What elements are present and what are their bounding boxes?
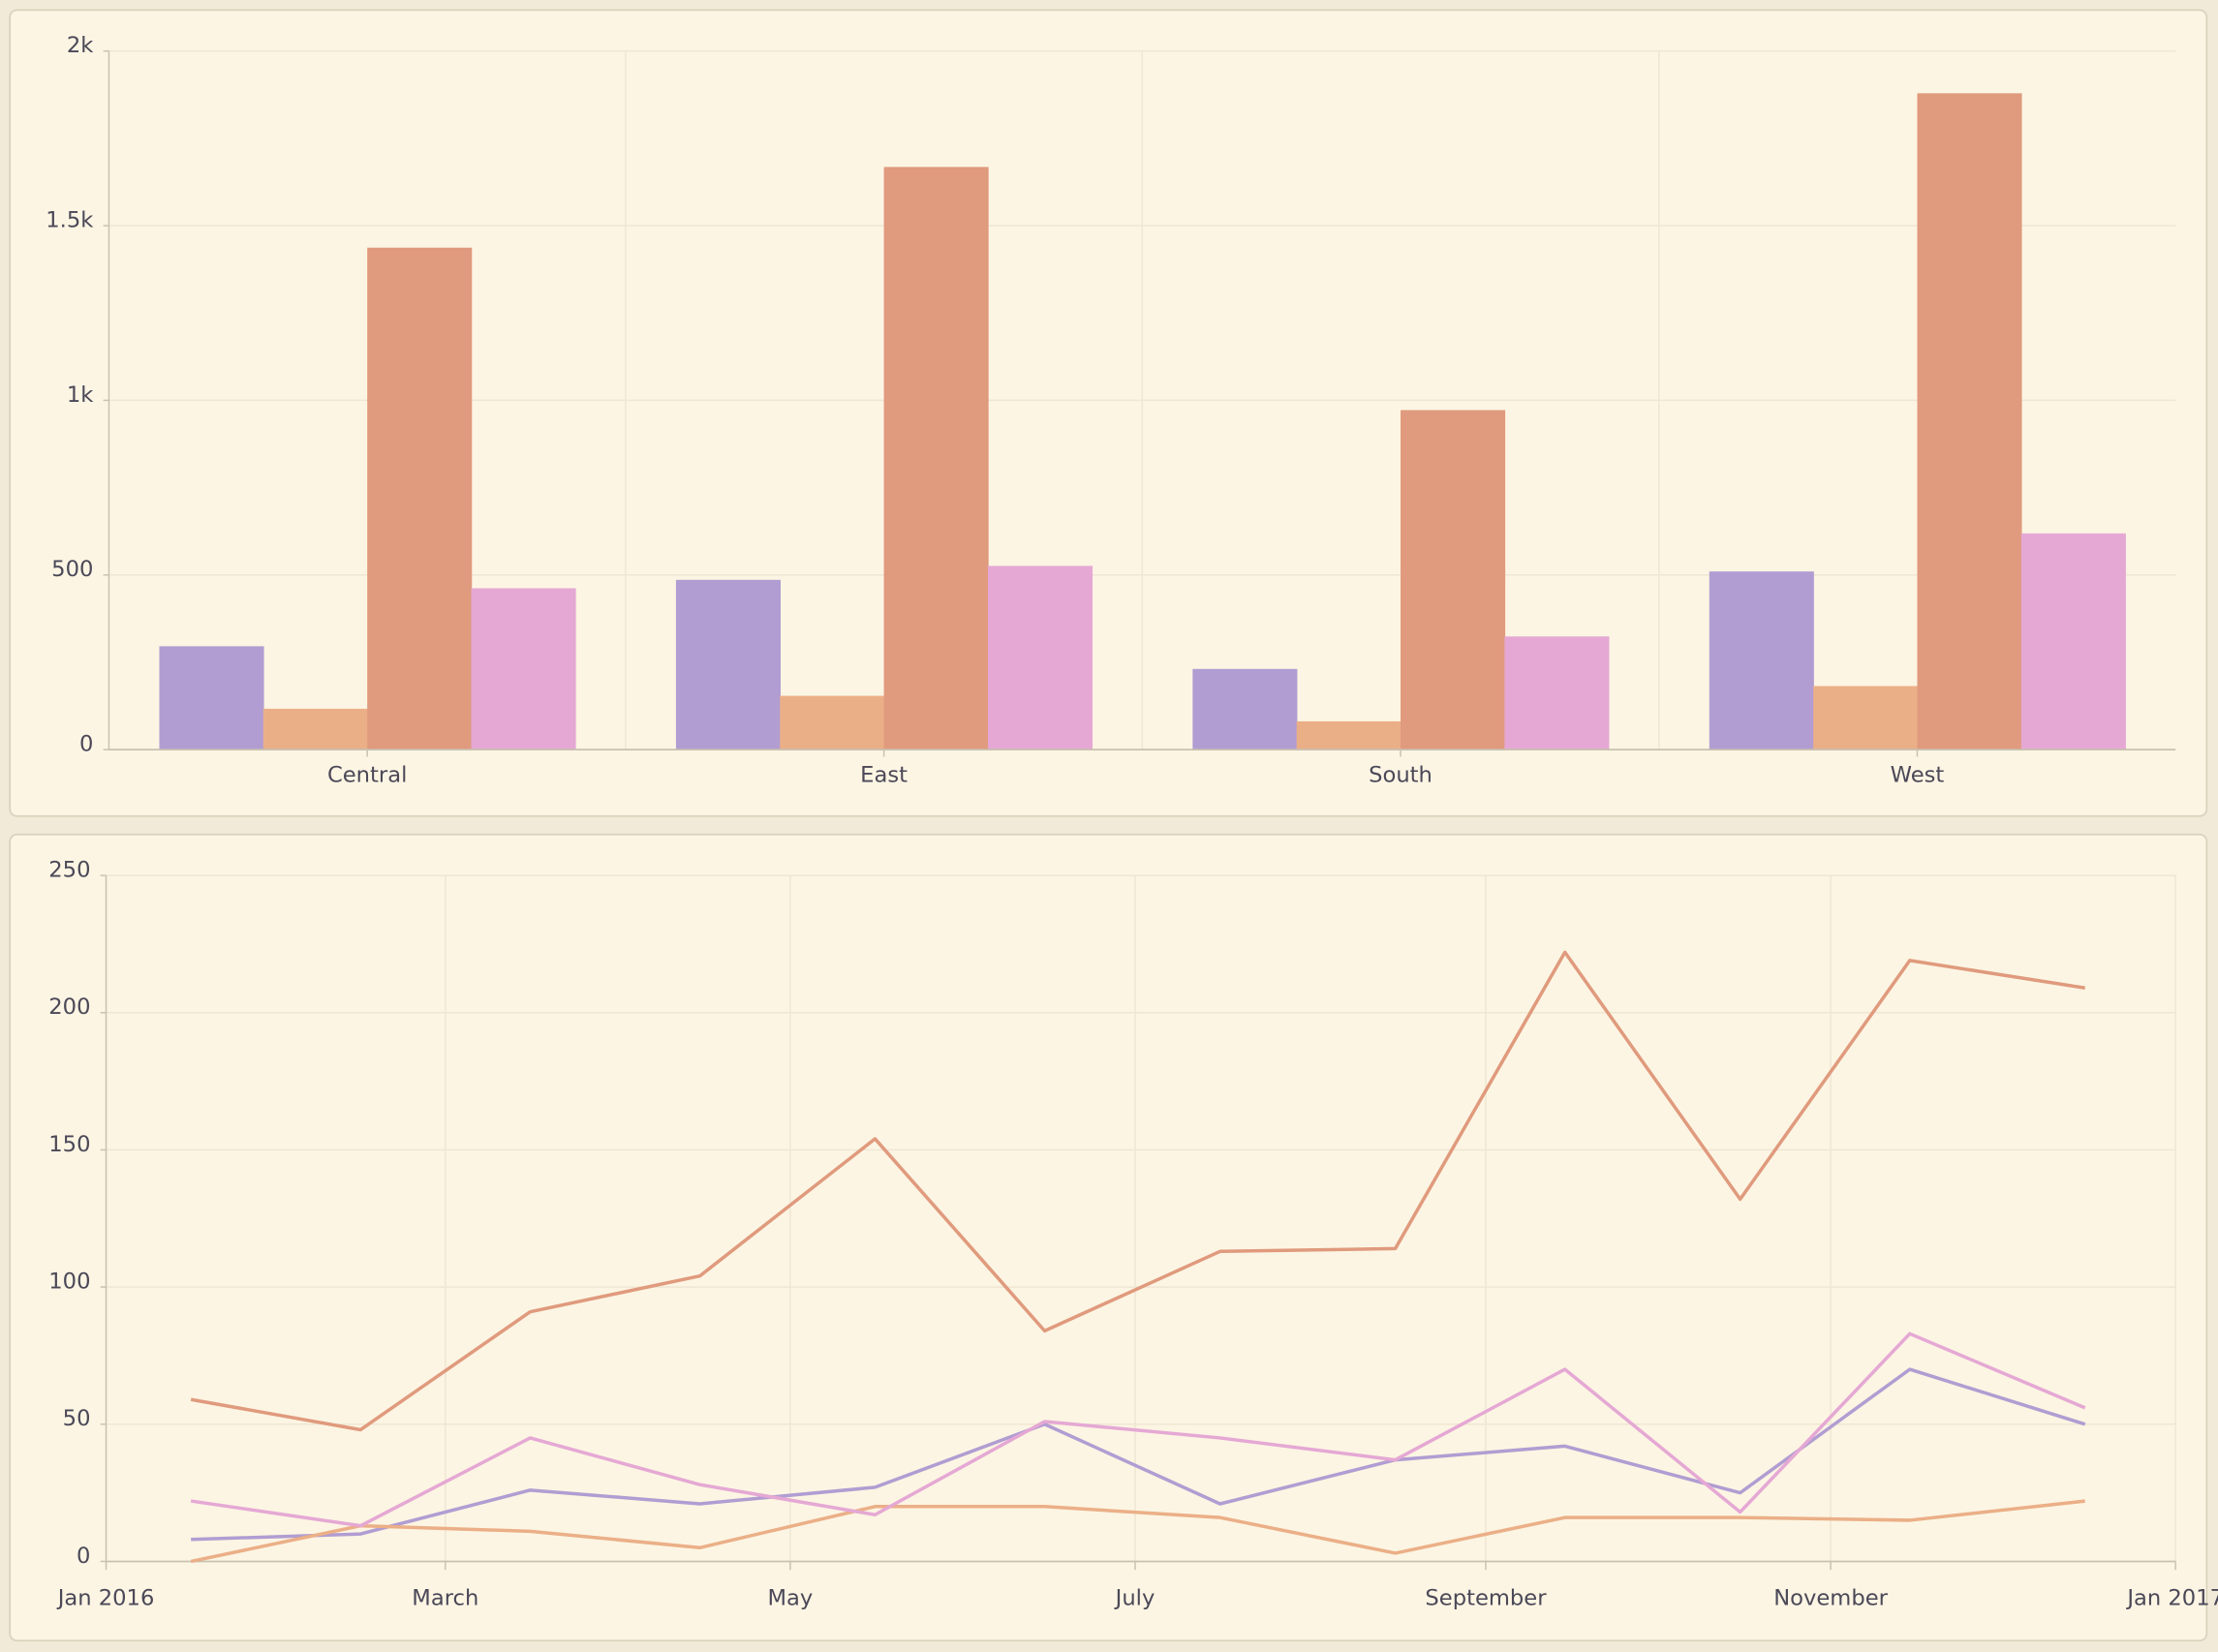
bar-central-series-2[interactable] — [262, 708, 368, 750]
line-series-3[interactable] — [190, 950, 2085, 1432]
x-tick-label: March — [412, 1586, 478, 1611]
bar-east-series-4[interactable] — [987, 566, 1094, 750]
line-chart: 0 50 100 150 200 250 Jan 2016 March May July Septe… — [48, 858, 2218, 1611]
bar-south-series-1[interactable] — [1192, 668, 1298, 750]
line-series-1[interactable] — [191, 1367, 2086, 1542]
bar-west-series-4[interactable] — [2020, 533, 2126, 750]
bar-south-series-2[interactable] — [1296, 720, 1402, 750]
x-tick-label: May — [768, 1586, 814, 1611]
bar-central-series-4[interactable] — [471, 588, 576, 750]
bar-east-series-3[interactable] — [883, 167, 989, 750]
bar-west-series-1[interactable] — [1709, 571, 1814, 750]
y-tick-label: 0 — [77, 1544, 90, 1569]
y-tick-label: 2k — [67, 33, 94, 58]
x-tick-label: Central — [327, 763, 407, 788]
y-tick-label: 150 — [48, 1132, 90, 1157]
x-tick-label: East — [860, 763, 908, 788]
bar-chart: 0 500 1k 1.5k 2k Central East South West — [46, 33, 2176, 788]
x-tick-label: November — [1773, 1586, 1888, 1611]
x-tick-label: Jan 2017 — [2125, 1586, 2218, 1611]
x-tick-label: West — [1891, 763, 1945, 788]
bar-west-series-3[interactable] — [1917, 93, 2022, 750]
y-tick-label: 250 — [48, 858, 90, 883]
y-tick-label: 0 — [79, 732, 93, 757]
bar-central-series-3[interactable] — [367, 247, 473, 750]
x-tick-label: July — [1114, 1586, 1155, 1611]
y-tick-label: 200 — [48, 994, 90, 1020]
bar-east-series-1[interactable] — [675, 579, 781, 750]
y-tick-label: 500 — [51, 557, 93, 582]
y-tick-label: 100 — [48, 1270, 90, 1295]
x-tick-label: Jan 2016 — [56, 1586, 155, 1611]
bar-south-series-3[interactable] — [1401, 410, 1506, 750]
x-tick-label: September — [1425, 1586, 1547, 1611]
line-series-2[interactable] — [190, 1499, 2085, 1564]
line-chart-panel — [9, 833, 2208, 1642]
line-series-4[interactable] — [190, 1331, 2086, 1528]
y-tick-label: 1k — [67, 382, 94, 408]
bar-west-series-2[interactable] — [1813, 686, 1919, 750]
y-tick-label: 50 — [63, 1406, 91, 1431]
bar-south-series-4[interactable] — [1504, 636, 1610, 750]
bar-east-series-2[interactable] — [780, 695, 885, 750]
x-tick-label: South — [1369, 763, 1432, 788]
y-tick-label: 1.5k — [46, 207, 94, 232]
bar-central-series-1[interactable] — [159, 646, 264, 750]
